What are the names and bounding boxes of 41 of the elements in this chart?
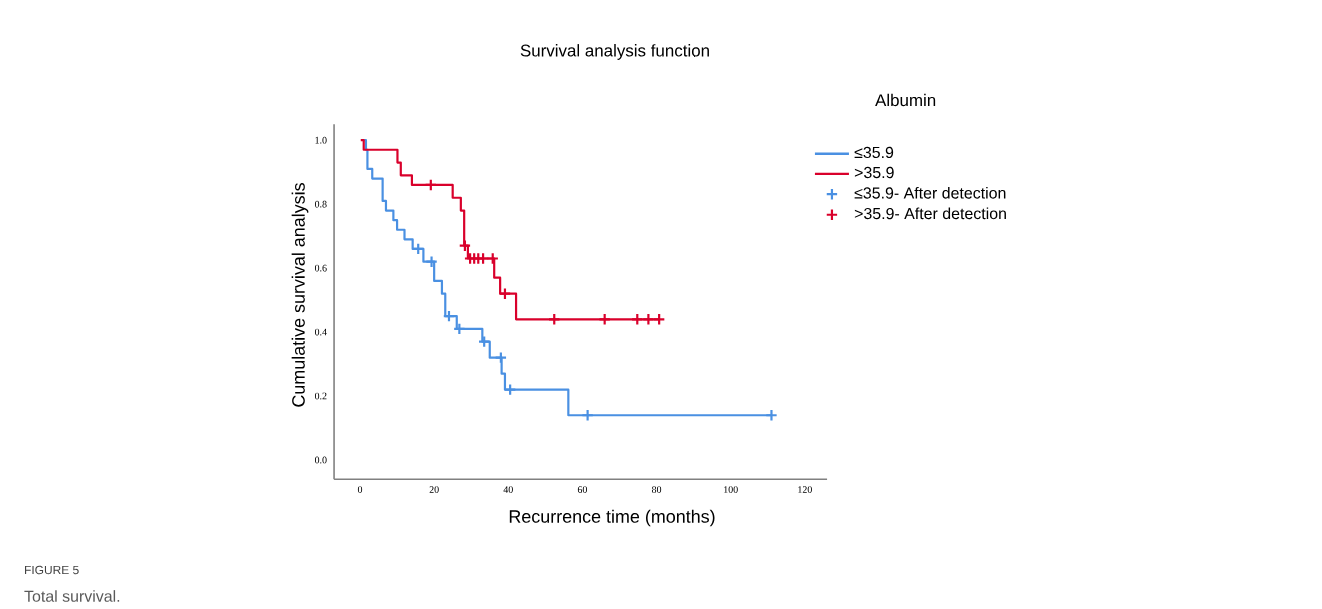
y-tick-label: 1.0: [315, 136, 327, 144]
point: [503, 383, 517, 396]
point: [598, 312, 611, 326]
point: [547, 312, 561, 326]
x-tick-label: 120: [798, 486, 812, 493]
point: [581, 408, 594, 422]
point: [652, 312, 666, 326]
legend-label: ≤35.9: [854, 146, 894, 159]
point: [425, 255, 438, 268]
chart-title: Survival analysis function: [520, 44, 709, 60]
y-tick-label: 0.2: [314, 392, 327, 400]
y-tick-label: 0.6: [314, 264, 327, 272]
point: [424, 178, 438, 192]
point: [411, 242, 425, 256]
point: [458, 239, 472, 252]
y-tick-label: 0.4: [314, 328, 327, 336]
x-tick-label: 100: [724, 486, 738, 493]
point: [631, 312, 644, 326]
point: [494, 351, 508, 364]
x-tick-label: 60: [577, 486, 588, 493]
caption: FIGURE 5: [25, 565, 79, 575]
x-tick-label: 40: [503, 486, 513, 493]
text: Total survival.: [24, 590, 120, 602]
point: [477, 335, 491, 348]
y-tick-label: 0.0: [314, 456, 327, 464]
legend-label: >35.9: [854, 166, 894, 179]
x-tick-label: 20: [429, 486, 439, 493]
point: [498, 287, 512, 300]
legend-label: ≤35.9- After detection: [854, 186, 1006, 199]
x-tick-label: 0: [357, 486, 363, 493]
y-tick-label: 0.8: [314, 200, 327, 208]
x-tick-label: 80: [651, 486, 662, 493]
y-axis-title: Cumulative survival analysis: [291, 183, 309, 407]
point: [642, 312, 655, 326]
point: [453, 322, 466, 336]
point: [765, 408, 778, 422]
x-axis-title: Recurrence time (months): [509, 509, 715, 527]
point: [486, 252, 499, 265]
legend-title: Albumin: [875, 93, 936, 107]
point: [442, 309, 456, 323]
legend-label: >35.9- After detection: [854, 207, 1006, 220]
